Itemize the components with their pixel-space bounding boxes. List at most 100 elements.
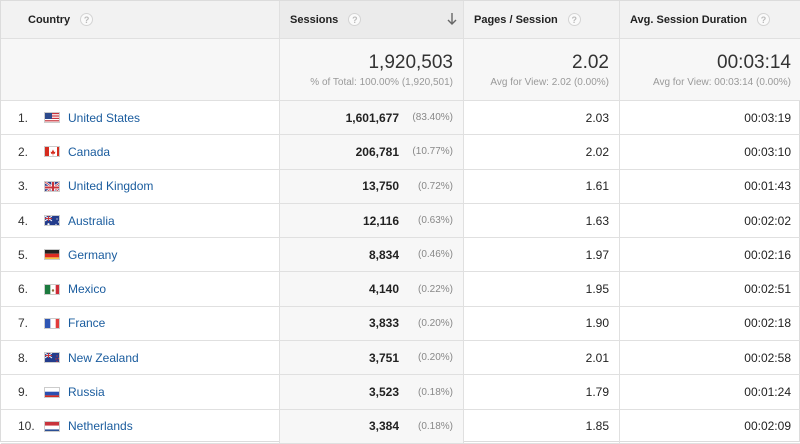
fr-flag-icon	[44, 318, 60, 329]
sessions-percent: (0.18%)	[409, 387, 453, 398]
avg-duration-cell: 00:02:51	[620, 272, 800, 306]
sessions-percent: (10.77%)	[409, 146, 453, 157]
avg-duration-cell: 00:03:10	[620, 135, 800, 169]
totals-sessions-value: 1,920,503	[280, 52, 453, 74]
country-link[interactable]: Australia	[68, 214, 115, 228]
pages-per-session-value: 1.97	[586, 248, 609, 262]
pages-per-session-cell: 1.79	[464, 375, 620, 409]
table-row: 9. Russia 3,523 (0.18%) 1.79 00:01:24	[1, 375, 799, 409]
row-index: 2.	[18, 145, 44, 159]
sessions-value: 3,384	[369, 419, 399, 433]
pages-per-session-value: 1.95	[586, 282, 609, 296]
country-cell: 4. Australia	[1, 204, 280, 238]
sessions-value: 3,751	[369, 351, 399, 365]
sessions-value: 206,781	[356, 145, 399, 159]
sessions-value: 8,834	[369, 248, 399, 262]
avg-duration-value: 00:03:10	[744, 145, 791, 159]
avg-duration-cell: 00:02:09	[620, 410, 800, 444]
sessions-percent: (0.20%)	[409, 352, 453, 363]
sessions-cell: 3,523 (0.18%)	[280, 375, 464, 409]
country-link[interactable]: Germany	[68, 248, 117, 262]
column-header-label: Sessions	[290, 14, 338, 26]
pages-per-session-value: 1.61	[586, 179, 609, 193]
country-link[interactable]: Russia	[68, 385, 105, 399]
us-flag-icon	[44, 112, 60, 123]
row-index: 1.	[18, 111, 44, 125]
sort-descending-icon[interactable]	[446, 12, 458, 26]
sessions-cell: 13,750 (0.72%)	[280, 170, 464, 204]
country-cell: 7. France	[1, 307, 280, 341]
avg-duration-cell: 00:02:02	[620, 204, 800, 238]
totals-row: 1,920,503 % of Total: 100.00% (1,920,501…	[1, 39, 799, 101]
help-icon[interactable]: ?	[80, 13, 93, 26]
table-row: 4. Australia 12,116 (0.63%) 1.63 00:02:0…	[1, 204, 799, 238]
column-header-country[interactable]: Country ?	[1, 1, 280, 39]
country-cell: 2. Canada	[1, 135, 280, 169]
totals-pages: 2.02 Avg for View: 2.02 (0.00%)	[464, 39, 620, 101]
column-header-avg-session-duration[interactable]: Avg. Session Duration ?	[620, 1, 800, 39]
avg-duration-value: 00:02:18	[744, 316, 791, 330]
pages-per-session-value: 2.02	[586, 145, 609, 159]
avg-duration-value: 00:02:51	[744, 282, 791, 296]
country-link[interactable]: France	[68, 316, 105, 330]
pages-per-session-cell: 1.95	[464, 272, 620, 306]
table-row: 1. United States 1,601,677 (83.40%) 2.03…	[1, 101, 799, 135]
totals-sessions-sub: % of Total: 100.00% (1,920,501)	[280, 77, 453, 88]
nz-flag-icon	[44, 352, 60, 363]
column-header-pages-per-session[interactable]: Pages / Session ?	[464, 1, 620, 39]
column-header-sessions[interactable]: Sessions ?	[280, 1, 464, 39]
country-link[interactable]: United States	[68, 111, 140, 125]
totals-empty-cell	[1, 39, 280, 101]
table-row: 10. Netherlands 3,384 (0.18%) 1.85 00:02…	[1, 410, 799, 444]
totals-duration-value: 00:03:14	[620, 52, 791, 74]
pages-per-session-cell: 2.02	[464, 135, 620, 169]
country-cell: 9. Russia	[1, 375, 280, 409]
sessions-value: 3,833	[369, 316, 399, 330]
table-body: 1. United States 1,601,677 (83.40%) 2.03…	[1, 101, 799, 444]
avg-duration-value: 00:01:24	[744, 385, 791, 399]
totals-duration: 00:03:14 Avg for View: 00:03:14 (0.00%)	[620, 39, 800, 101]
help-icon[interactable]: ?	[568, 13, 581, 26]
avg-duration-value: 00:02:58	[744, 351, 791, 365]
help-icon[interactable]: ?	[757, 13, 770, 26]
help-icon[interactable]: ?	[348, 13, 361, 26]
totals-pages-value: 2.02	[464, 52, 609, 74]
pages-per-session-value: 1.79	[586, 385, 609, 399]
row-index: 9.	[18, 385, 44, 399]
ca-flag-icon	[44, 146, 60, 157]
pages-per-session-cell: 1.61	[464, 170, 620, 204]
avg-duration-value: 00:02:16	[744, 248, 791, 262]
country-link[interactable]: Netherlands	[68, 419, 133, 433]
country-link[interactable]: Mexico	[68, 282, 106, 296]
sessions-value: 3,523	[369, 385, 399, 399]
pages-per-session-cell: 1.63	[464, 204, 620, 238]
avg-duration-value: 00:01:43	[744, 179, 791, 193]
country-cell: 5. Germany	[1, 238, 280, 272]
sessions-percent: (0.46%)	[409, 249, 453, 260]
row-index: 5.	[18, 248, 44, 262]
column-header-label: Country	[28, 14, 70, 26]
country-cell: 10. Netherlands	[1, 410, 280, 444]
sessions-cell: 12,116 (0.63%)	[280, 204, 464, 238]
country-link[interactable]: Canada	[68, 145, 110, 159]
sessions-percent: (0.22%)	[409, 284, 453, 295]
table-row: 6. Mexico 4,140 (0.22%) 1.95 00:02:51	[1, 272, 799, 306]
sessions-value: 13,750	[362, 179, 399, 193]
avg-duration-cell: 00:02:18	[620, 307, 800, 341]
pages-per-session-value: 1.85	[586, 419, 609, 433]
pages-per-session-cell: 2.03	[464, 101, 620, 135]
table-row: 8. New Zealand 3,751 (0.20%) 2.01 00:02:…	[1, 341, 799, 375]
column-header-label: Avg. Session Duration	[630, 14, 747, 26]
country-cell: 6. Mexico	[1, 272, 280, 306]
country-link[interactable]: United Kingdom	[68, 179, 153, 193]
country-link[interactable]: New Zealand	[68, 351, 139, 365]
sessions-value: 1,601,677	[346, 111, 399, 125]
sessions-percent: (0.18%)	[409, 421, 453, 432]
mx-flag-icon	[44, 284, 60, 295]
sessions-cell: 206,781 (10.77%)	[280, 135, 464, 169]
totals-pages-sub: Avg for View: 2.02 (0.00%)	[464, 77, 609, 88]
avg-duration-value: 00:02:09	[744, 419, 791, 433]
sessions-percent: (0.20%)	[409, 318, 453, 329]
pages-per-session-cell: 1.90	[464, 307, 620, 341]
